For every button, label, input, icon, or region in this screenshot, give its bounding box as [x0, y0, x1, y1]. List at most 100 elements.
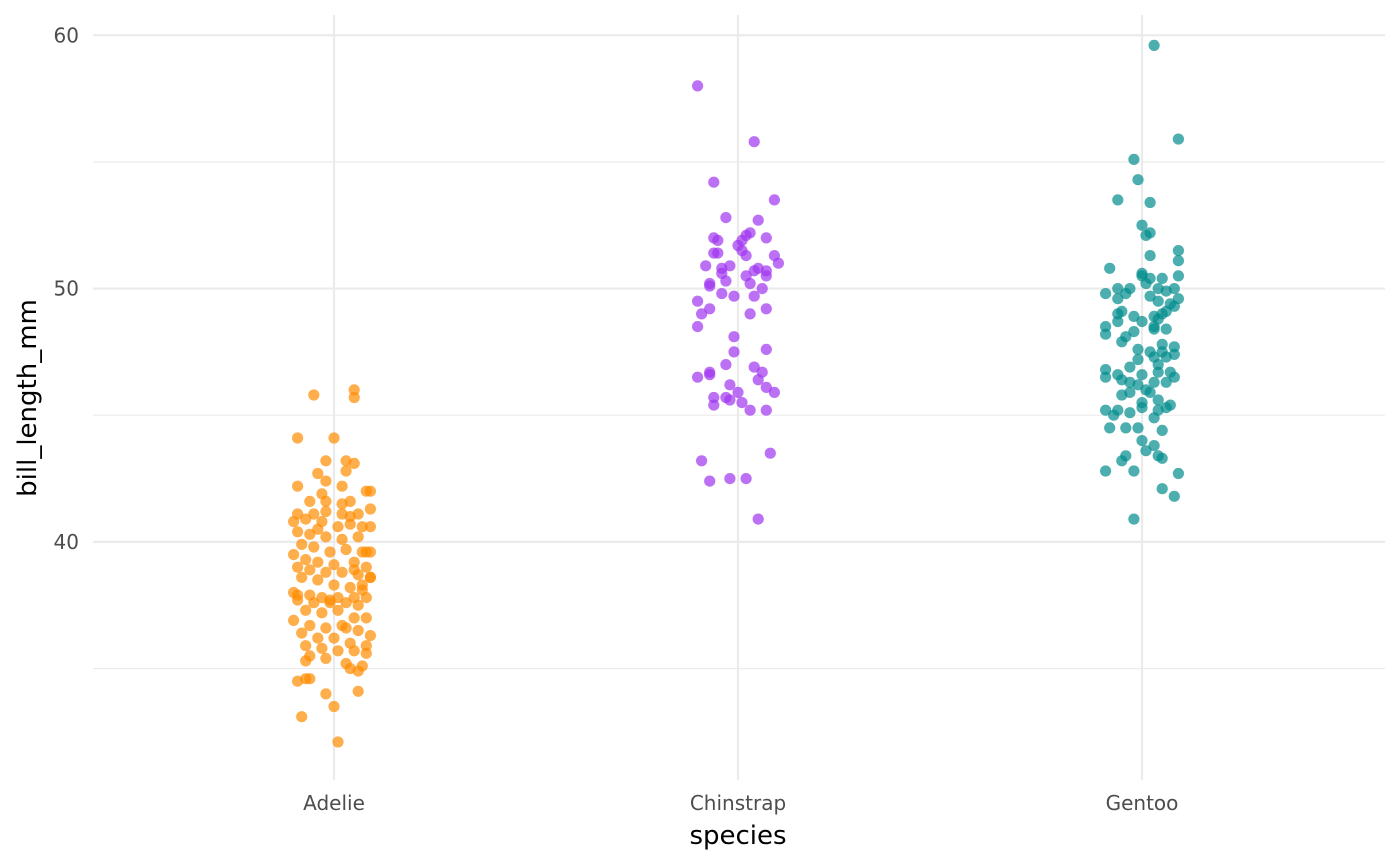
data-point-gentoo — [1156, 272, 1168, 284]
data-point-chinstrap — [716, 288, 728, 300]
data-point-adelie — [324, 594, 336, 606]
data-point-gentoo — [1100, 404, 1112, 416]
data-point-gentoo — [1112, 315, 1124, 328]
data-point-gentoo — [1100, 371, 1112, 383]
data-point-gentoo — [1156, 424, 1168, 436]
data-point-gentoo — [1132, 343, 1144, 355]
data-point-gentoo — [1140, 277, 1152, 290]
data-point-chinstrap — [752, 374, 764, 386]
data-point-adelie — [296, 538, 308, 551]
data-point-adelie — [352, 624, 364, 637]
data-point-chinstrap — [728, 290, 740, 302]
data-point-gentoo — [1128, 153, 1140, 165]
data-point-chinstrap — [708, 399, 720, 411]
data-points — [288, 39, 1184, 748]
data-point-adelie — [360, 561, 372, 573]
data-point-gentoo — [1160, 305, 1172, 317]
data-point-adelie — [344, 581, 356, 594]
data-point-adelie — [320, 495, 332, 507]
data-point-adelie — [336, 566, 348, 578]
data-point-chinstrap — [712, 247, 724, 259]
data-point-chinstrap — [756, 283, 768, 295]
data-point-adelie — [312, 574, 324, 586]
data-point-chinstrap — [736, 397, 748, 409]
data-point-adelie — [300, 655, 312, 667]
data-point-chinstrap — [700, 260, 712, 272]
data-point-gentoo — [1128, 310, 1140, 322]
x-tick-label: Chinstrap — [690, 791, 786, 815]
data-point-gentoo — [1136, 369, 1148, 381]
data-point-chinstrap — [720, 212, 732, 224]
data-point-chinstrap — [696, 455, 708, 467]
data-point-gentoo — [1100, 328, 1112, 340]
data-point-adelie — [304, 495, 316, 507]
data-point-adelie — [364, 521, 376, 533]
data-point-gentoo — [1152, 295, 1164, 307]
data-point-adelie — [332, 604, 344, 616]
data-point-gentoo — [1148, 323, 1160, 335]
data-point-adelie — [328, 700, 340, 713]
data-point-gentoo — [1120, 288, 1132, 300]
data-point-adelie — [364, 485, 376, 497]
data-point-adelie — [332, 645, 344, 657]
data-point-gentoo — [1104, 422, 1116, 434]
data-point-gentoo — [1128, 513, 1140, 525]
data-point-gentoo — [1172, 467, 1184, 480]
data-point-gentoo — [1132, 379, 1144, 391]
data-point-chinstrap — [760, 381, 772, 393]
x-tick-label: Gentoo — [1106, 791, 1179, 815]
data-point-chinstrap — [748, 265, 760, 277]
data-point-chinstrap — [768, 386, 781, 398]
data-point-chinstrap — [760, 232, 772, 244]
data-point-adelie — [308, 541, 320, 553]
data-point-chinstrap — [728, 331, 740, 343]
data-point-adelie — [304, 564, 316, 576]
data-point-adelie — [348, 612, 360, 624]
data-point-gentoo — [1172, 270, 1184, 282]
data-point-adelie — [332, 736, 344, 748]
data-point-gentoo — [1168, 490, 1180, 502]
data-point-chinstrap — [708, 176, 720, 188]
data-point-adelie — [292, 432, 304, 444]
data-point-chinstrap — [724, 260, 736, 272]
data-point-gentoo — [1148, 310, 1160, 322]
data-point-adelie — [296, 571, 308, 584]
data-point-gentoo — [1168, 300, 1180, 312]
data-point-gentoo — [1136, 219, 1148, 231]
data-point-adelie — [320, 455, 332, 467]
data-point-gentoo — [1144, 196, 1156, 209]
data-point-gentoo — [1140, 229, 1152, 241]
tick-labels: 40 50 60 Adelie Chinstrap Gentoo — [54, 23, 1179, 815]
data-point-adelie — [348, 564, 360, 576]
x-axis-title: species — [689, 821, 786, 851]
data-point-adelie — [356, 521, 368, 533]
data-point-chinstrap — [740, 229, 752, 241]
data-point-gentoo — [1168, 371, 1180, 383]
data-point-chinstrap — [744, 308, 756, 320]
data-point-adelie — [308, 389, 320, 401]
data-point-gentoo — [1172, 133, 1184, 145]
data-point-adelie — [320, 505, 332, 518]
data-point-gentoo — [1148, 39, 1160, 52]
data-point-gentoo — [1124, 407, 1136, 419]
data-point-gentoo — [1140, 445, 1152, 457]
data-point-adelie — [364, 503, 376, 515]
y-tick-label: 40 — [54, 530, 79, 554]
data-point-chinstrap — [692, 371, 704, 383]
data-point-chinstrap — [692, 295, 704, 307]
data-point-gentoo — [1108, 409, 1120, 421]
data-point-adelie — [292, 480, 304, 492]
data-point-gentoo — [1116, 336, 1128, 348]
data-point-gentoo — [1136, 315, 1148, 328]
data-point-chinstrap — [760, 343, 772, 355]
data-point-gentoo — [1152, 366, 1164, 378]
data-point-chinstrap — [752, 513, 764, 525]
data-point-adelie — [348, 645, 360, 657]
data-point-adelie — [312, 632, 324, 644]
data-point-chinstrap — [728, 346, 740, 358]
data-point-adelie — [364, 571, 376, 584]
data-point-chinstrap — [692, 80, 704, 92]
data-point-gentoo — [1100, 288, 1112, 300]
data-point-chinstrap — [752, 214, 764, 226]
data-point-adelie — [348, 457, 360, 469]
